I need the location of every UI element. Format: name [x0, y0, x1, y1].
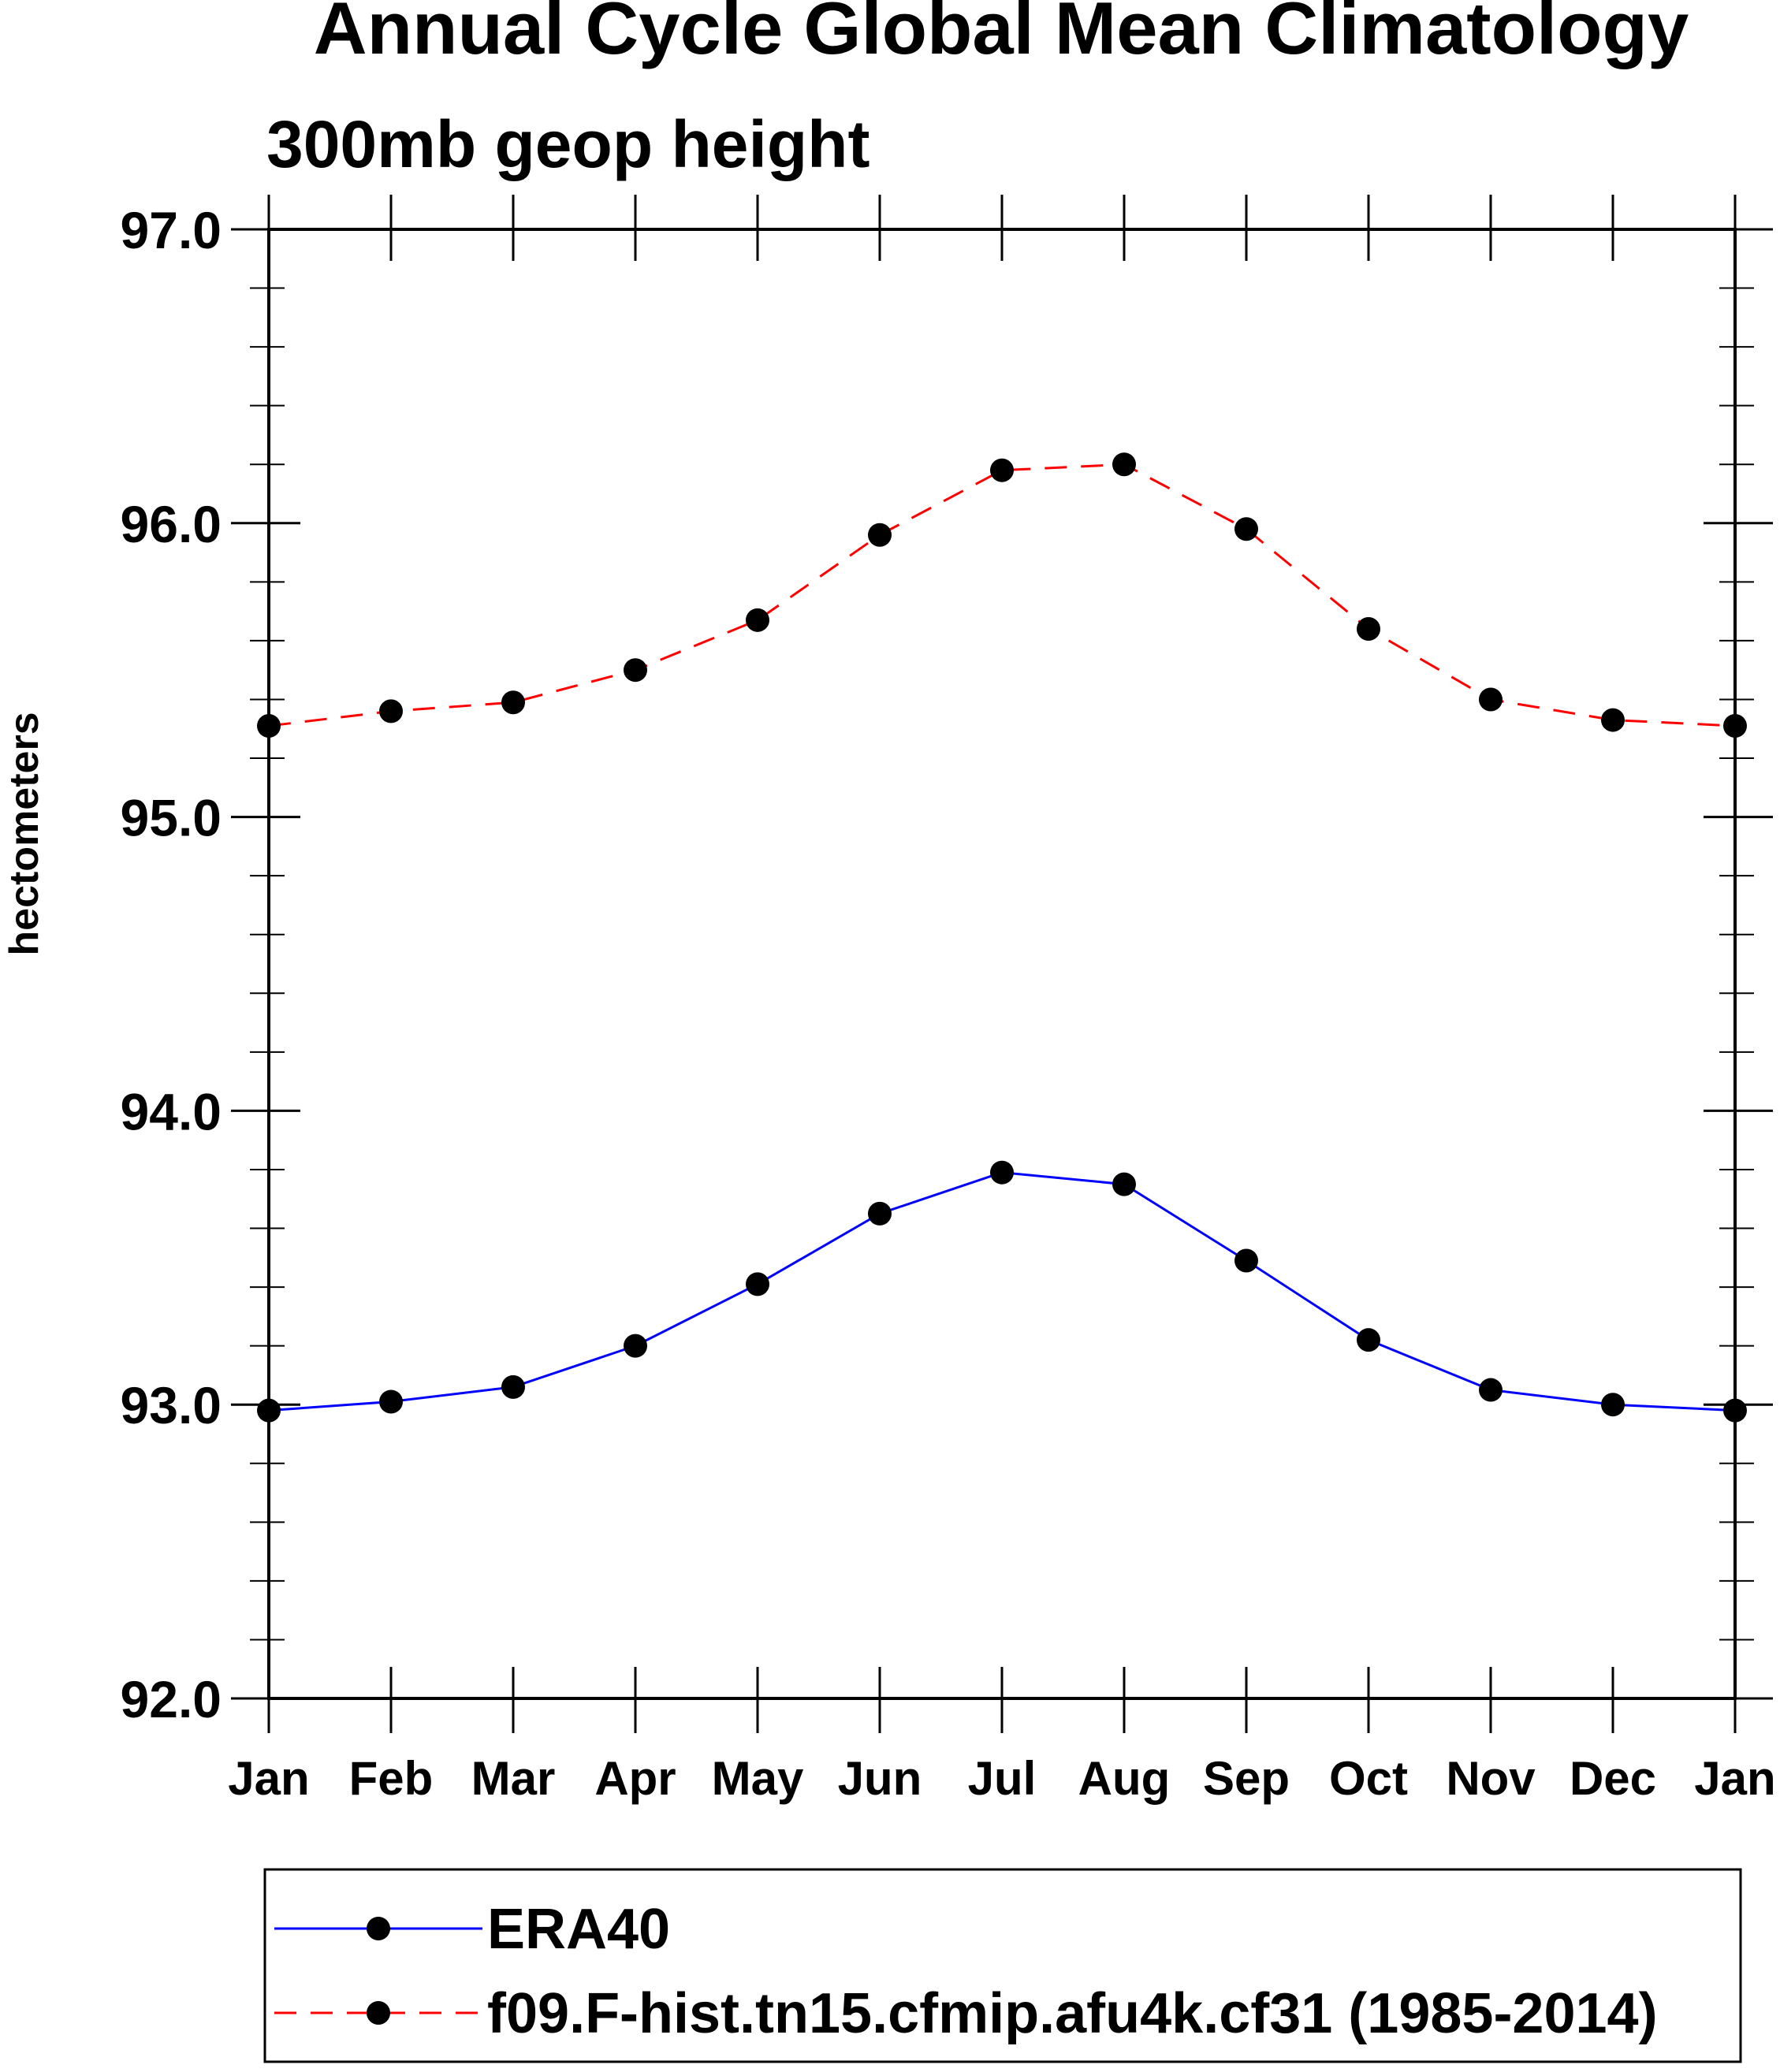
- legend: ERA40 f09.F-hist.tn15.cfmip.afu4k.cf31 (1…: [263, 1868, 1742, 2063]
- data-point: [1234, 1248, 1258, 1273]
- x-tick-label: Sep: [1203, 1752, 1290, 1805]
- chart-title: Annual Cycle Global Mean Climatology: [314, 0, 1689, 69]
- data-point: [1601, 1393, 1625, 1417]
- data-point: [1601, 708, 1625, 732]
- data-point: [624, 658, 647, 683]
- data-point: [1234, 517, 1258, 541]
- data-point: [746, 608, 769, 632]
- x-tick-label: May: [712, 1752, 804, 1805]
- legend-item: f09.F-hist.tn15.cfmip.afu4k.cf31 (1985-2…: [274, 1982, 1658, 2045]
- data-point: [1479, 687, 1503, 712]
- series-group-2: [257, 452, 1747, 738]
- chart-subtitle: 300mb geop height: [266, 107, 870, 181]
- y-tick-label: 96.0: [121, 495, 222, 553]
- data-point: [1357, 1328, 1380, 1352]
- data-point: [1479, 1378, 1503, 1402]
- legend-label: f09.F-hist.tn15.cfmip.afu4k.cf31 (1985-2…: [487, 1982, 1658, 2045]
- data-point: [379, 1389, 403, 1414]
- data-point: [624, 1334, 647, 1358]
- x-tick-label: Oct: [1329, 1752, 1408, 1805]
- x-tick-label: Jan: [1694, 1752, 1775, 1805]
- y-tick-label: 94.0: [121, 1082, 222, 1140]
- y-tick-label: 93.0: [121, 1376, 222, 1434]
- y-tick-label: 92.0: [121, 1670, 222, 1728]
- data-point: [990, 1160, 1014, 1185]
- data-point: [501, 1375, 525, 1399]
- series-layer: [257, 452, 1747, 1423]
- x-tick-label: Aug: [1078, 1752, 1171, 1805]
- data-point: [868, 1201, 892, 1226]
- legend-item: ERA40: [274, 1898, 670, 1961]
- x-tick-label: Nov: [1446, 1752, 1536, 1805]
- legend-label: ERA40: [487, 1898, 670, 1961]
- data-point: [868, 523, 892, 547]
- legend-marker: [367, 2001, 390, 2025]
- legend-marker: [367, 1917, 390, 1940]
- y-axis-label: hectometers: [2, 712, 47, 955]
- data-point: [1112, 1172, 1136, 1196]
- data-point: [990, 458, 1014, 482]
- plot-frame: [267, 228, 1737, 1700]
- data-point: [1112, 452, 1136, 477]
- tick-labels: Jan Feb Mar Apr May Jun Jul Aug Sep Oct Nov Dec Jan9…: [121, 201, 1776, 1805]
- y-tick-label: 97.0: [121, 201, 222, 259]
- x-tick-label: Apr: [594, 1752, 676, 1805]
- data-point: [501, 690, 525, 715]
- data-point: [379, 699, 403, 724]
- series-group-1: [257, 1160, 1747, 1423]
- x-tick-label: Jun: [838, 1752, 922, 1805]
- data-point: [746, 1272, 769, 1296]
- x-tick-label: Dec: [1570, 1752, 1656, 1805]
- x-tick-label: Jan: [228, 1752, 309, 1805]
- data-point: [1357, 617, 1380, 642]
- legend-box: [263, 1868, 1742, 2063]
- legend-items: ERA40 f09.F-hist.tn15.cfmip.afu4k.cf31 (1…: [274, 1898, 1658, 2045]
- y-tick-label: 95.0: [121, 789, 222, 847]
- x-tick-label: Mar: [471, 1752, 556, 1805]
- x-tick-label: Jul: [968, 1752, 1037, 1805]
- x-tick-label: Feb: [349, 1752, 434, 1805]
